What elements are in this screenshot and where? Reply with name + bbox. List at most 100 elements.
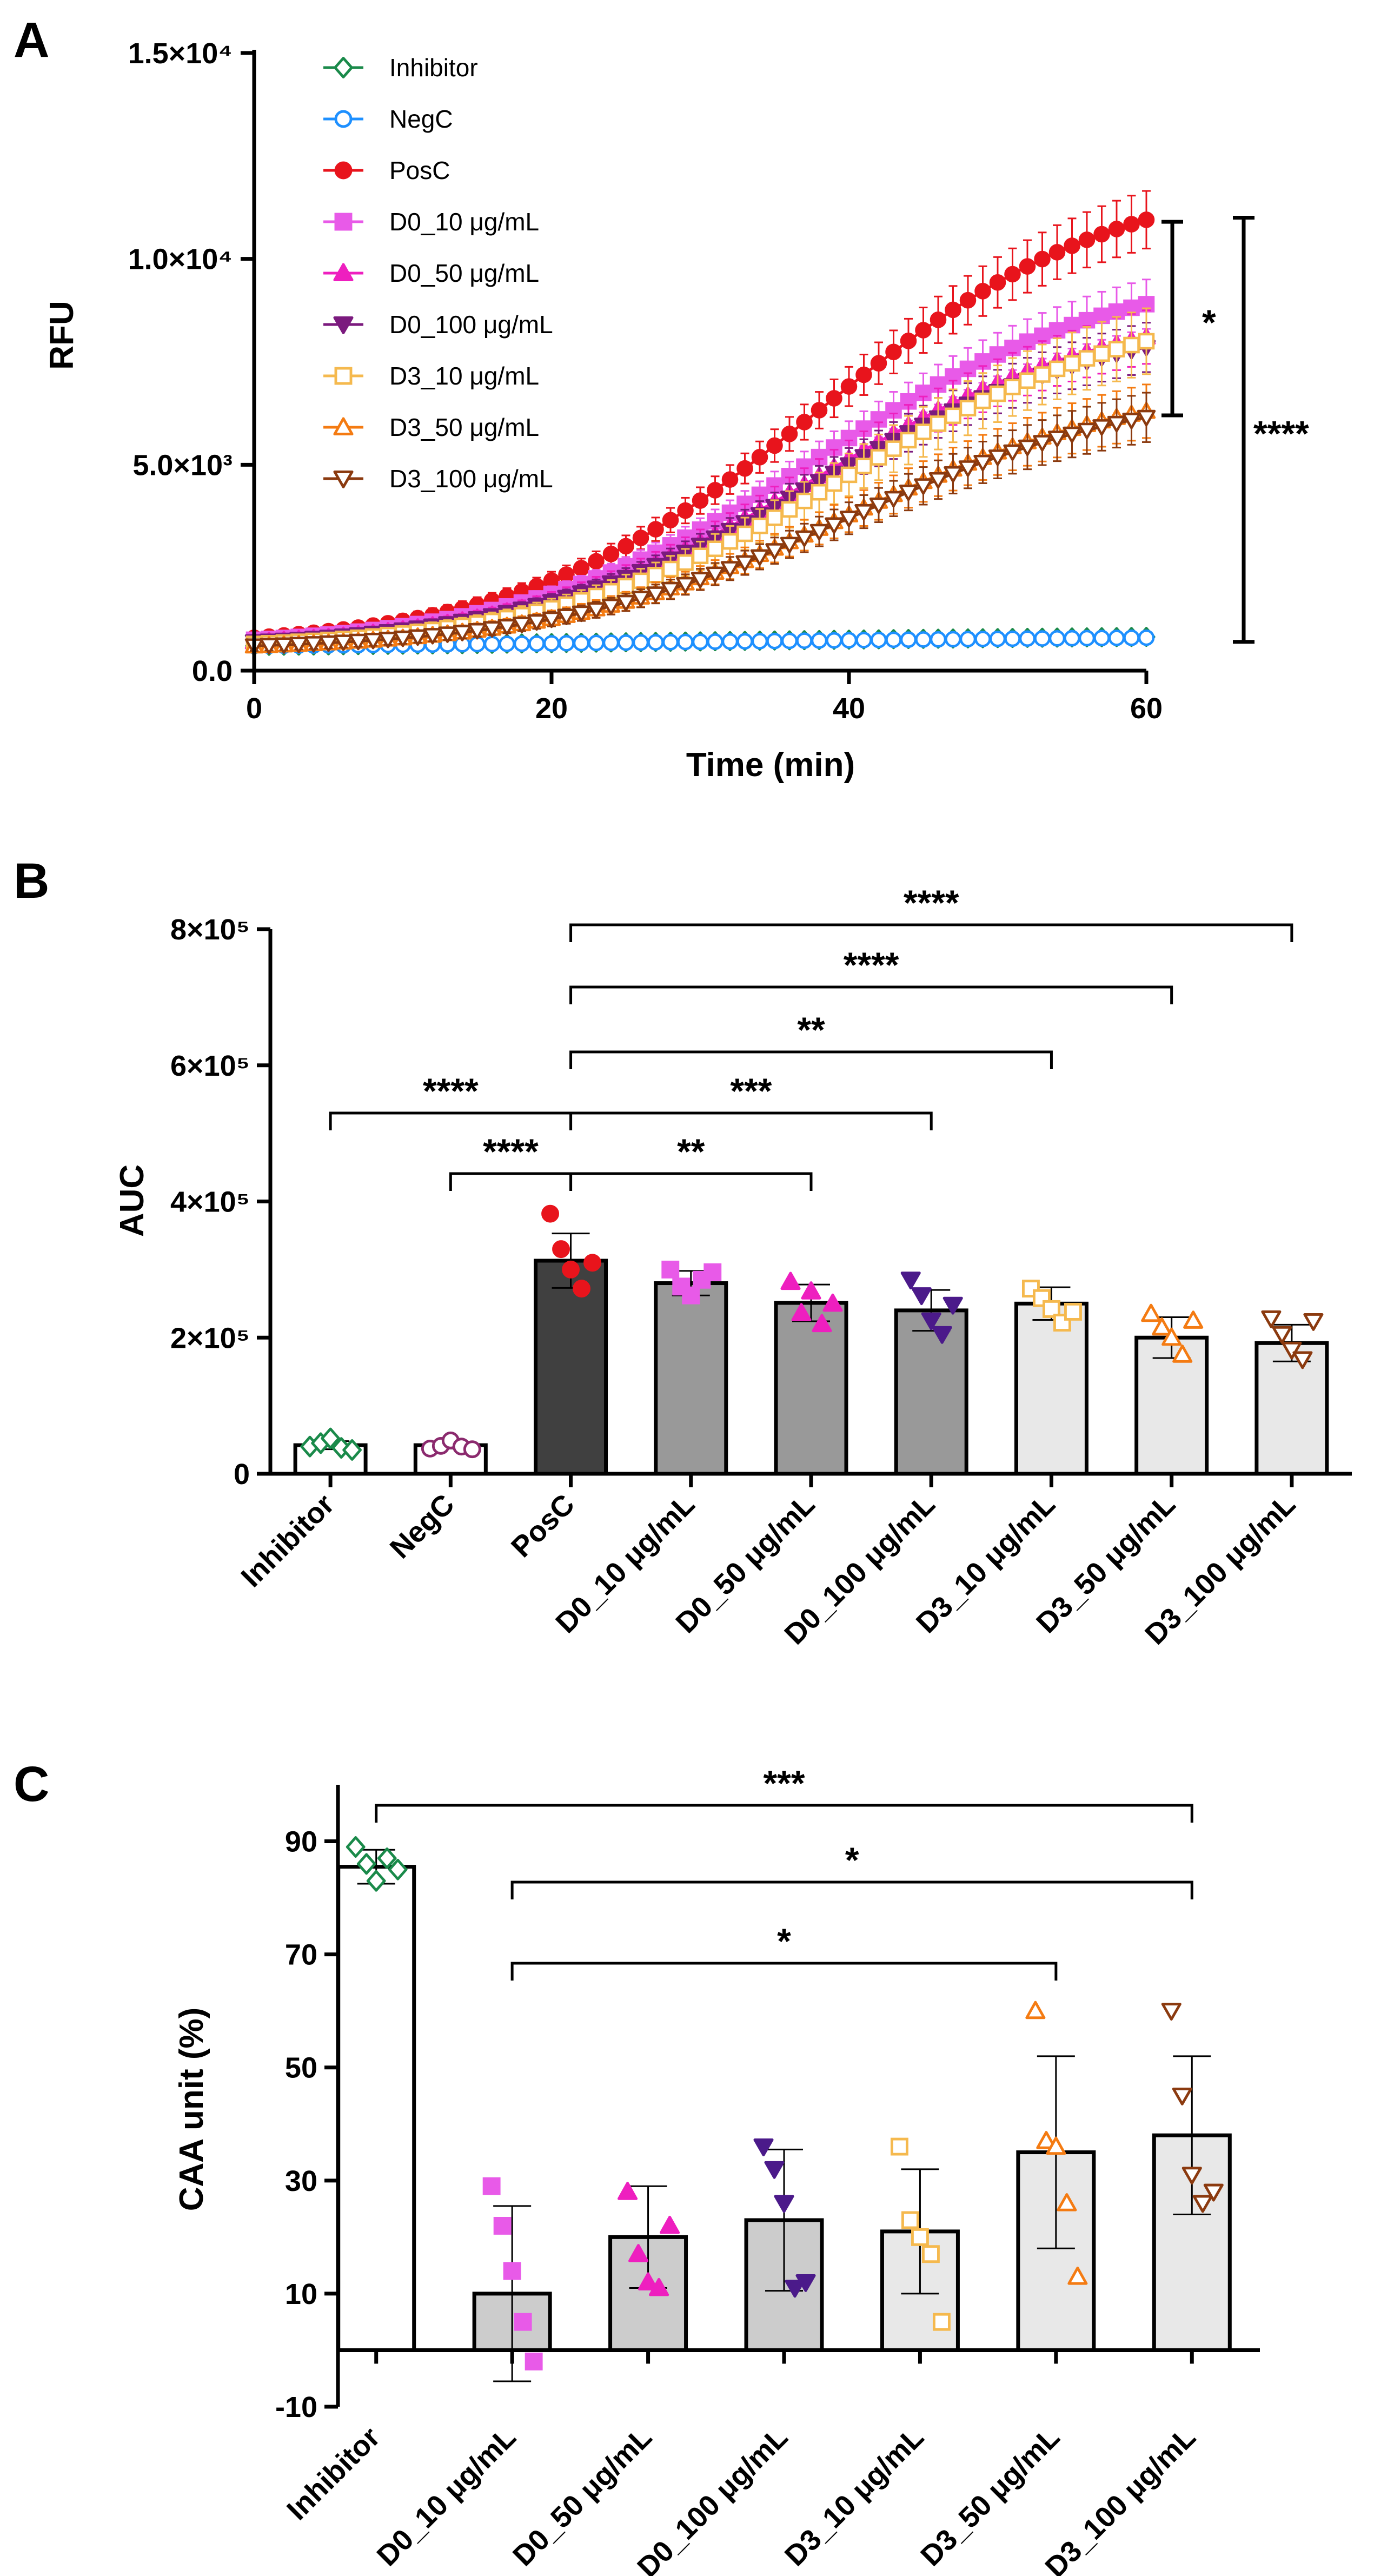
data-point <box>388 1858 408 1880</box>
data-point <box>1019 630 1036 647</box>
data-point <box>1078 630 1096 647</box>
significance-label: ** <box>797 1010 825 1050</box>
data-point <box>1152 1317 1172 1336</box>
legend-label: D0_50 μg/mL <box>389 259 539 287</box>
data-point <box>885 631 902 648</box>
data-point <box>840 466 858 484</box>
legend-marker <box>334 57 353 78</box>
data-point <box>1303 1313 1324 1331</box>
data-point <box>677 554 694 571</box>
data-point <box>588 634 605 652</box>
data-point <box>958 460 978 477</box>
significance-label: **** <box>844 945 899 985</box>
series-d0-100-g-ml <box>244 322 1156 651</box>
data-point <box>766 632 783 650</box>
data-point <box>826 475 842 492</box>
bar-group-d0-100-g-ml: D0_100 μg/mL <box>631 2138 824 2576</box>
data-point <box>1064 237 1080 254</box>
data-point <box>647 521 664 538</box>
data-point <box>822 1293 843 1312</box>
data-point <box>826 390 842 407</box>
data-point <box>1123 336 1140 354</box>
legend-label: D3_100 μg/mL <box>389 465 553 493</box>
data-point <box>796 632 813 649</box>
data-point <box>1161 1327 1182 1346</box>
data-point <box>945 301 961 319</box>
data-point <box>989 274 1006 291</box>
data-point <box>618 2182 638 2200</box>
chart-b-y-axis-title: AUC <box>114 1164 151 1237</box>
data-point <box>525 2352 543 2370</box>
bar-group-inhibitor: Inhibitor <box>235 1427 368 1593</box>
data-point <box>1138 629 1155 646</box>
data-point <box>1122 413 1141 429</box>
data-point <box>884 491 903 508</box>
data-point <box>942 1296 963 1315</box>
legend-marker <box>334 367 353 385</box>
bar <box>534 1259 608 1476</box>
data-point <box>766 477 783 494</box>
y-tick-label: 2×10⁵ <box>170 1322 250 1354</box>
series-d3-100-g-ml <box>244 392 1156 655</box>
legend-marker <box>333 316 354 334</box>
data-point <box>1046 2136 1066 2155</box>
data-point <box>911 2228 929 2246</box>
legend-entry: D3_100 μg/mL <box>323 465 553 493</box>
data-point <box>503 2262 521 2280</box>
data-point <box>959 292 977 309</box>
x-tick-label: 40 <box>833 692 865 725</box>
data-point <box>855 366 872 383</box>
data-point <box>691 572 710 588</box>
comparison-bracket: *** <box>375 1763 1193 1823</box>
data-point <box>721 471 739 488</box>
data-point <box>900 631 917 648</box>
data-point <box>1048 630 1066 647</box>
data-point <box>764 2161 785 2179</box>
data-point <box>812 1314 832 1333</box>
bar <box>1254 1341 1329 1476</box>
data-point <box>1192 2195 1213 2213</box>
data-point <box>363 632 383 650</box>
data-point <box>890 2137 908 2156</box>
bar <box>774 1301 848 1476</box>
data-point <box>514 2313 532 2331</box>
legend-entry: Inhibitor <box>323 54 478 82</box>
y-tick-label: 70 <box>285 1939 317 1971</box>
data-point <box>1047 431 1067 447</box>
y-tick-label: -10 <box>275 2391 317 2423</box>
data-point <box>1108 630 1125 646</box>
bar <box>336 1865 416 2352</box>
data-point <box>921 1312 941 1330</box>
data-point <box>1261 1310 1282 1328</box>
data-point <box>1077 422 1097 440</box>
comparison-bracket: *** <box>569 1071 933 1130</box>
data-point <box>796 458 813 475</box>
data-point <box>1064 1302 1082 1321</box>
data-point <box>1172 2087 1192 2105</box>
y-tick-label: 90 <box>285 1826 317 1858</box>
data-point <box>781 632 798 650</box>
legend-entry: D0_10 μg/mL <box>323 208 539 236</box>
chart-a-x-axis-title: Time (min) <box>686 746 855 784</box>
legend-entry: D0_100 μg/mL <box>323 310 553 339</box>
data-point <box>707 633 723 650</box>
data-point <box>900 1272 921 1290</box>
data-point <box>513 635 530 652</box>
legend-entry: D3_10 μg/mL <box>323 362 539 390</box>
data-point <box>573 634 590 652</box>
data-point <box>826 632 842 649</box>
bracket-line <box>510 1880 1193 1899</box>
comparison-bracket: * <box>510 1840 1193 1899</box>
data-point <box>483 635 501 653</box>
data-point <box>393 630 413 647</box>
data-point <box>408 629 427 646</box>
data-point <box>482 621 502 638</box>
legend-marker <box>334 161 353 180</box>
data-point <box>974 283 991 300</box>
comparison-bracket: **** <box>449 1131 573 1191</box>
data-point <box>915 423 932 440</box>
data-point <box>885 343 902 361</box>
data-point <box>1123 216 1140 233</box>
data-point <box>780 1272 801 1290</box>
data-point <box>1108 341 1125 357</box>
